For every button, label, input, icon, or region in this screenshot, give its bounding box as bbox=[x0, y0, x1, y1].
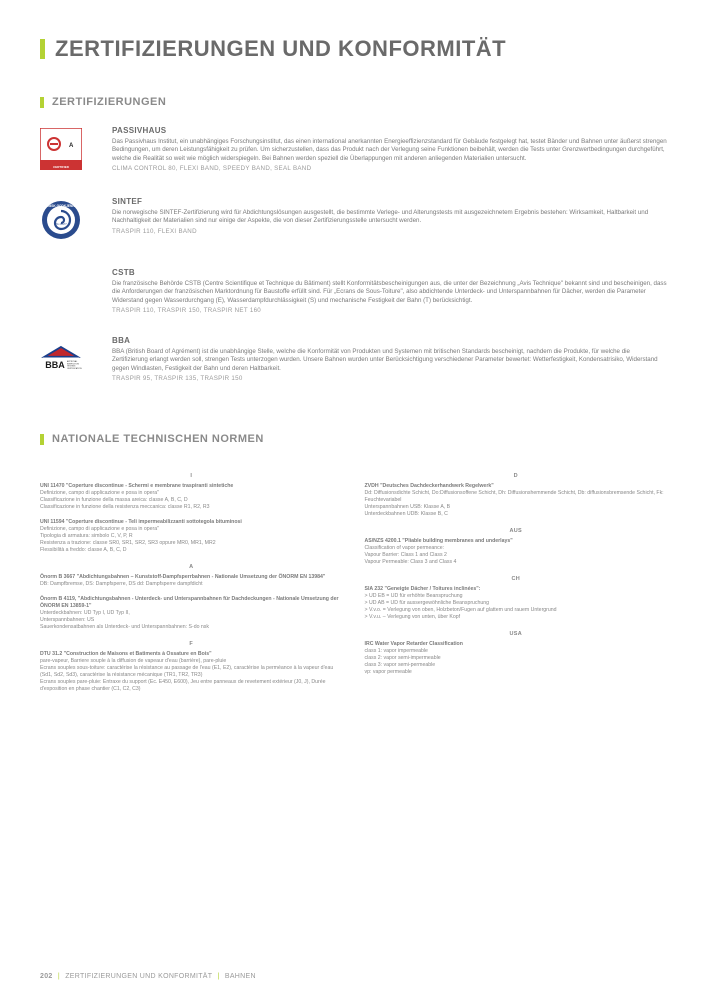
country-code: F bbox=[40, 641, 343, 647]
svg-text:BBA: BBA bbox=[45, 360, 65, 370]
cert-desc: Die französische Behörde CSTB (Centre Sc… bbox=[112, 280, 667, 305]
norm-title: ZVDH "Deutsches Dachdeckerhandwerk Regel… bbox=[365, 483, 494, 489]
cert-body: SINTEF Die norwegische SINTEF-Zertifizier… bbox=[112, 197, 667, 246]
country-code: USA bbox=[365, 631, 668, 637]
page-footer: 202 | ZERTIFIZIERUNGEN UND KONFORMITÄT |… bbox=[40, 973, 256, 980]
norm-block: UNI 11594 "Coperture discontinue - Teli … bbox=[40, 519, 343, 554]
norm-title: SIA 232 "Geneigte Dächer / Toitures incl… bbox=[365, 586, 481, 592]
norm-block: IRC Water Vapor Retarder Classificationc… bbox=[365, 641, 668, 676]
cert-products: TRASPIR 110, TRASPIR 150, TRASPIR NET 16… bbox=[112, 307, 667, 314]
cert-desc: BBA (British Board of Agrément) ist die … bbox=[112, 348, 667, 373]
cert-row: CSTB Die französische Behörde CSTB (Centr… bbox=[40, 268, 667, 314]
norm-title: AS/NZS 4200.1 "Pliable building membrane… bbox=[365, 538, 513, 544]
norm-title: Önorm B 3667 "Abdichtungsbahnen – Kunsts… bbox=[40, 574, 325, 580]
cert-logo: CERTIFIED A bbox=[40, 126, 112, 175]
norm-block: AS/NZS 4200.1 "Pliable building membrane… bbox=[365, 538, 668, 566]
norm-block: SIA 232 "Geneigte Dächer / Toitures incl… bbox=[365, 586, 668, 621]
cert-row: CERTIFIED A PASSIVHAUS Das Passivhaus Insti… bbox=[40, 126, 667, 175]
page-title: ZERTIFIZIERUNGEN UND KONFORMITÄT bbox=[40, 36, 667, 62]
country-code: AUS bbox=[365, 528, 668, 534]
accent-bar bbox=[40, 39, 45, 59]
svg-text:CERTIFIED: CERTIFIED bbox=[53, 165, 70, 169]
footer-section: ZERTIFIZIERUNGEN UND KONFORMITÄT bbox=[65, 973, 212, 980]
norms-col-right: D ZVDH "Deutsches Dachdeckerhandwerk Rege… bbox=[365, 463, 668, 701]
norm-title: UNI 11470 "Coperture discontinue - Scher… bbox=[40, 483, 233, 489]
norm-block: Önorm B 4119, "Abdichtungsbahnen - Unter… bbox=[40, 596, 343, 631]
norm-title: IRC Water Vapor Retarder Classification bbox=[365, 641, 463, 647]
cert-row: TEKNISK GODKJENNING TG 20477 SINTEF Die nor… bbox=[40, 197, 667, 246]
page-title-text: ZERTIFIZIERUNGEN UND KONFORMITÄT bbox=[55, 36, 506, 62]
svg-text:CERTIFICATION: CERTIFICATION bbox=[67, 367, 82, 370]
norm-block: ZVDH "Deutsches Dachdeckerhandwerk Regel… bbox=[365, 483, 668, 518]
cert-products: CLIMA CONTROL 80, FLEXI BAND, SPEEDY BAN… bbox=[112, 165, 667, 172]
cert-logo: BBAAPPROVALINSPECTIONTESTINGCERTIFICATIO… bbox=[40, 336, 112, 385]
cert-logo: TEKNISK GODKJENNING TG 20477 bbox=[40, 197, 112, 246]
country-code: CH bbox=[365, 576, 668, 582]
section-title-norms: NATIONALE TECHNISCHEN NORMEN bbox=[40, 433, 667, 445]
cert-body: BBA BBA (British Board of Agrément) ist d… bbox=[112, 336, 667, 385]
cert-name: CSTB bbox=[112, 268, 667, 277]
norm-block: UNI 11470 "Coperture discontinue - Scher… bbox=[40, 483, 343, 511]
norm-title: UNI 11594 "Coperture discontinue - Teli … bbox=[40, 519, 242, 525]
norm-title: Önorm B 4119, "Abdichtungsbahnen - Unter… bbox=[40, 596, 338, 609]
cert-products: TRASPIR 95, TRASPIR 135, TRASPIR 150 bbox=[112, 375, 667, 382]
norm-title: DTU 31.2 "Construction de Maisons et Bat… bbox=[40, 651, 212, 657]
footer-sep: | bbox=[217, 973, 219, 980]
cert-logo bbox=[40, 268, 112, 314]
accent-bar bbox=[40, 97, 44, 108]
footer-subsection: BAHNEN bbox=[225, 973, 256, 980]
country-code: D bbox=[365, 473, 668, 479]
section-title-text: NATIONALE TECHNISCHEN NORMEN bbox=[52, 433, 264, 445]
cert-products: TRASPIR 110, FLEXI BAND bbox=[112, 228, 667, 235]
cert-body: CSTB Die französische Behörde CSTB (Centr… bbox=[112, 268, 667, 314]
country-code: I bbox=[40, 473, 343, 479]
cert-name: PASSIVHAUS bbox=[112, 126, 667, 135]
cert-name: SINTEF bbox=[112, 197, 667, 206]
cert-name: BBA bbox=[112, 336, 667, 345]
cert-desc: Das Passivhaus Institut, ein unabhängige… bbox=[112, 138, 667, 163]
section-title-certs: ZERTIFIZIERUNGEN bbox=[40, 96, 667, 108]
norm-block: Önorm B 3667 "Abdichtungsbahnen – Kunsts… bbox=[40, 574, 343, 588]
section-title-text: ZERTIFIZIERUNGEN bbox=[52, 96, 166, 108]
cert-row: BBAAPPROVALINSPECTIONTESTINGCERTIFICATIO… bbox=[40, 336, 667, 385]
country-code: A bbox=[40, 564, 343, 570]
norms-col-left: I UNI 11470 "Coperture discontinue - Sche… bbox=[40, 463, 343, 701]
norms-columns: I UNI 11470 "Coperture discontinue - Sche… bbox=[40, 463, 667, 701]
footer-sep: | bbox=[58, 973, 60, 980]
page-number: 202 bbox=[40, 973, 53, 980]
accent-bar bbox=[40, 434, 44, 445]
cert-desc: Die norwegische SINTEF-Zertifizierung wi… bbox=[112, 209, 667, 226]
norm-block: DTU 31.2 "Construction de Maisons et Bat… bbox=[40, 651, 343, 693]
svg-text:A: A bbox=[69, 143, 74, 149]
cert-body: PASSIVHAUS Das Passivhaus Institut, ein u… bbox=[112, 126, 667, 175]
svg-text:TG 20477: TG 20477 bbox=[55, 222, 67, 226]
svg-text:TEKNISK GODKJENNING: TEKNISK GODKJENNING bbox=[42, 204, 81, 208]
